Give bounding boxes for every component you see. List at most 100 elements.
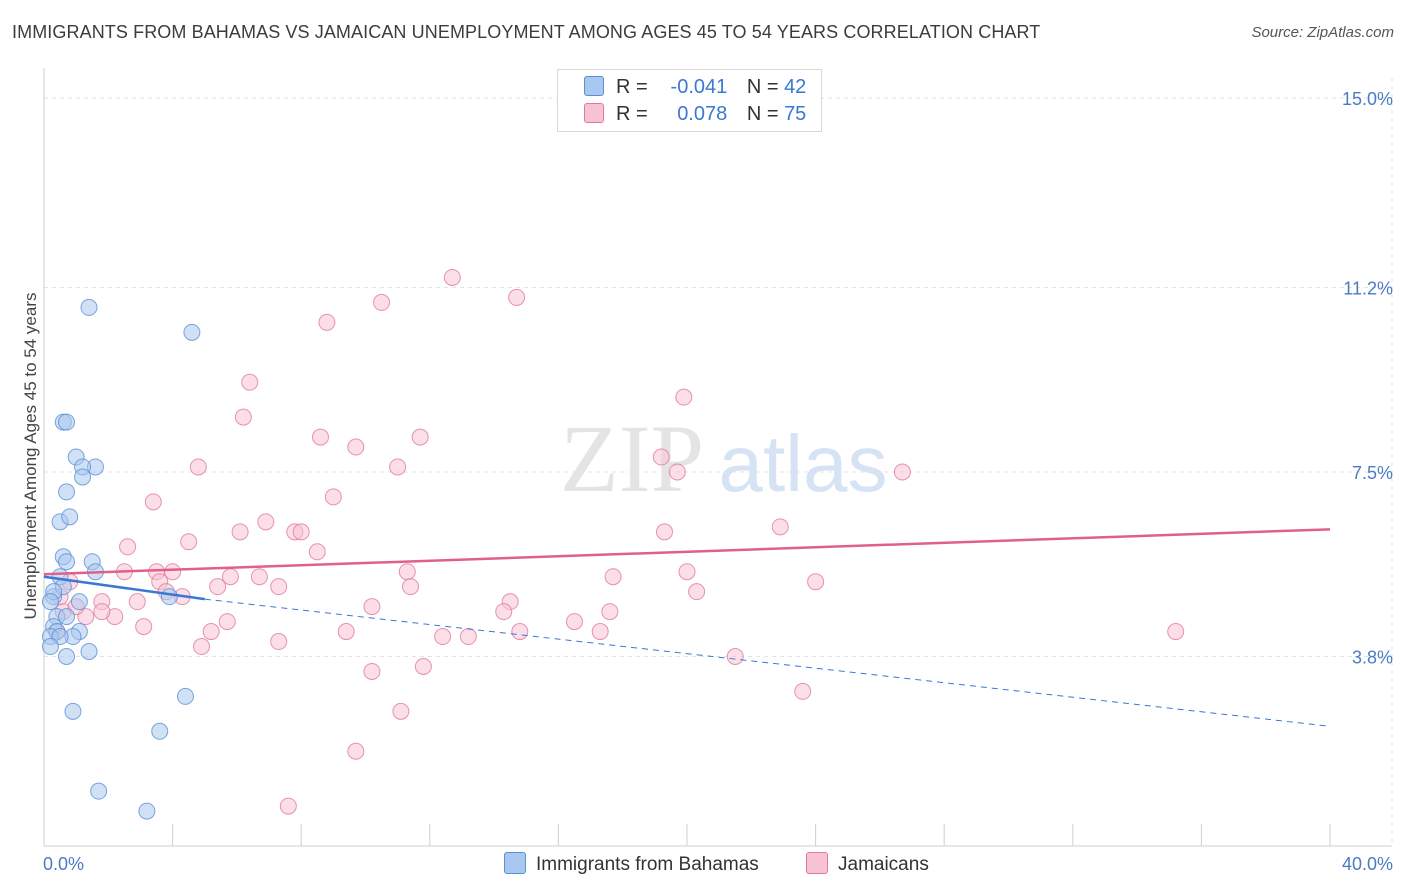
data-point xyxy=(459,628,477,646)
data-point xyxy=(270,578,288,596)
legend-row-jamaicans: R = 0.078 N = 75 xyxy=(584,103,806,126)
legend-n-label: N = xyxy=(746,76,779,98)
data-point xyxy=(58,608,76,626)
data-point xyxy=(373,293,391,311)
data-point xyxy=(128,593,146,611)
data-point xyxy=(176,687,194,705)
data-point xyxy=(160,588,178,606)
legend-item-bahamas[interactable]: Immigrants from Bahamas xyxy=(504,852,759,876)
data-point xyxy=(688,583,706,601)
data-point xyxy=(434,628,452,646)
data-point xyxy=(138,802,156,820)
data-point xyxy=(771,518,789,536)
data-point xyxy=(652,448,670,466)
legend-r-value: 0.078 xyxy=(677,103,728,125)
data-point xyxy=(234,408,252,426)
correlation-legend: R = -0.041 N = 42 R = 0.078 N = 75 xyxy=(557,69,822,132)
y-axis-label: Unemployment Among Ages 45 to 54 years xyxy=(21,293,40,620)
legend-swatch-jamaicans xyxy=(806,852,828,874)
data-point xyxy=(74,468,92,486)
data-point xyxy=(655,523,673,541)
y-tick-label: 15.0% xyxy=(1342,89,1393,109)
data-point xyxy=(189,458,207,476)
legend-label-bahamas: Immigrants from Bahamas xyxy=(536,854,759,875)
data-point xyxy=(151,722,169,740)
trend-line-1 xyxy=(43,528,1331,576)
data-point xyxy=(64,702,82,720)
series-jamaicans-points xyxy=(48,268,1185,815)
data-point xyxy=(678,563,696,581)
legend-row-bahamas: R = -0.041 N = 42 xyxy=(584,76,806,99)
data-point xyxy=(794,682,812,700)
data-point xyxy=(807,573,825,591)
watermark-atlas: atlas xyxy=(719,419,888,508)
legend-swatch-bahamas xyxy=(584,76,604,96)
data-point xyxy=(61,508,79,526)
data-point xyxy=(495,603,513,621)
y-tick-labels: 3.8% 7.5% 11.2% 15.0% xyxy=(1342,89,1393,668)
y-tick-label: 3.8% xyxy=(1352,647,1393,667)
data-point xyxy=(241,373,259,391)
data-point xyxy=(202,623,220,641)
data-point xyxy=(250,568,268,586)
data-point xyxy=(565,613,583,631)
data-point xyxy=(363,598,381,616)
data-point xyxy=(392,702,410,720)
data-point xyxy=(144,493,162,511)
watermark: ZIP atlas xyxy=(560,405,887,512)
data-point xyxy=(402,578,420,596)
data-point xyxy=(80,643,98,661)
legend-r-label: R = xyxy=(616,103,648,125)
data-point xyxy=(41,593,59,611)
data-point xyxy=(58,413,76,431)
data-point xyxy=(324,488,342,506)
data-point xyxy=(218,613,236,631)
data-point xyxy=(414,657,432,675)
data-point xyxy=(70,593,88,611)
data-point xyxy=(347,742,365,760)
data-point xyxy=(41,638,59,656)
data-point xyxy=(90,782,108,800)
legend-item-jamaicans[interactable]: Jamaicans xyxy=(806,852,929,876)
legend-r-label: R = xyxy=(616,76,648,98)
data-point xyxy=(311,428,329,446)
data-point xyxy=(93,603,111,621)
legend-label-jamaicans: Jamaicans xyxy=(838,854,929,875)
y-tick-label: 7.5% xyxy=(1352,463,1393,483)
x-tick-label: 40.0% xyxy=(1342,854,1393,874)
legend-r-value: -0.041 xyxy=(670,76,728,98)
data-point xyxy=(337,623,355,641)
data-point xyxy=(209,578,227,596)
data-point xyxy=(893,463,911,481)
x-tick-labels: 0.0% 40.0% xyxy=(43,854,1393,874)
data-point xyxy=(119,538,137,556)
trend-lines xyxy=(43,528,1331,727)
source-label: Source: ZipAtlas.com xyxy=(1251,24,1394,41)
data-point xyxy=(508,288,526,306)
data-point xyxy=(292,523,310,541)
data-point xyxy=(58,647,76,665)
data-point xyxy=(58,553,76,571)
axes xyxy=(43,68,1392,847)
data-point xyxy=(279,797,297,815)
trend-line-0 xyxy=(43,575,205,601)
grid-lines xyxy=(44,78,1393,846)
trend-line-dashed-0 xyxy=(204,598,1331,727)
data-point xyxy=(180,533,198,551)
data-point xyxy=(398,563,416,581)
x-tick-label: 0.0% xyxy=(43,854,84,874)
legend-n-label: N = xyxy=(746,103,779,125)
data-point xyxy=(443,268,461,286)
data-point xyxy=(135,618,153,636)
data-point xyxy=(726,647,744,665)
data-point xyxy=(668,463,686,481)
watermark-zip: ZIP xyxy=(560,405,704,512)
data-point xyxy=(511,623,529,641)
data-point xyxy=(318,313,336,331)
data-point xyxy=(604,568,622,586)
data-point xyxy=(80,298,98,316)
data-point xyxy=(411,428,429,446)
data-point xyxy=(389,458,407,476)
data-point xyxy=(231,523,249,541)
chart-title: IMMIGRANTS FROM BAHAMAS VS JAMAICAN UNEM… xyxy=(12,22,1041,42)
